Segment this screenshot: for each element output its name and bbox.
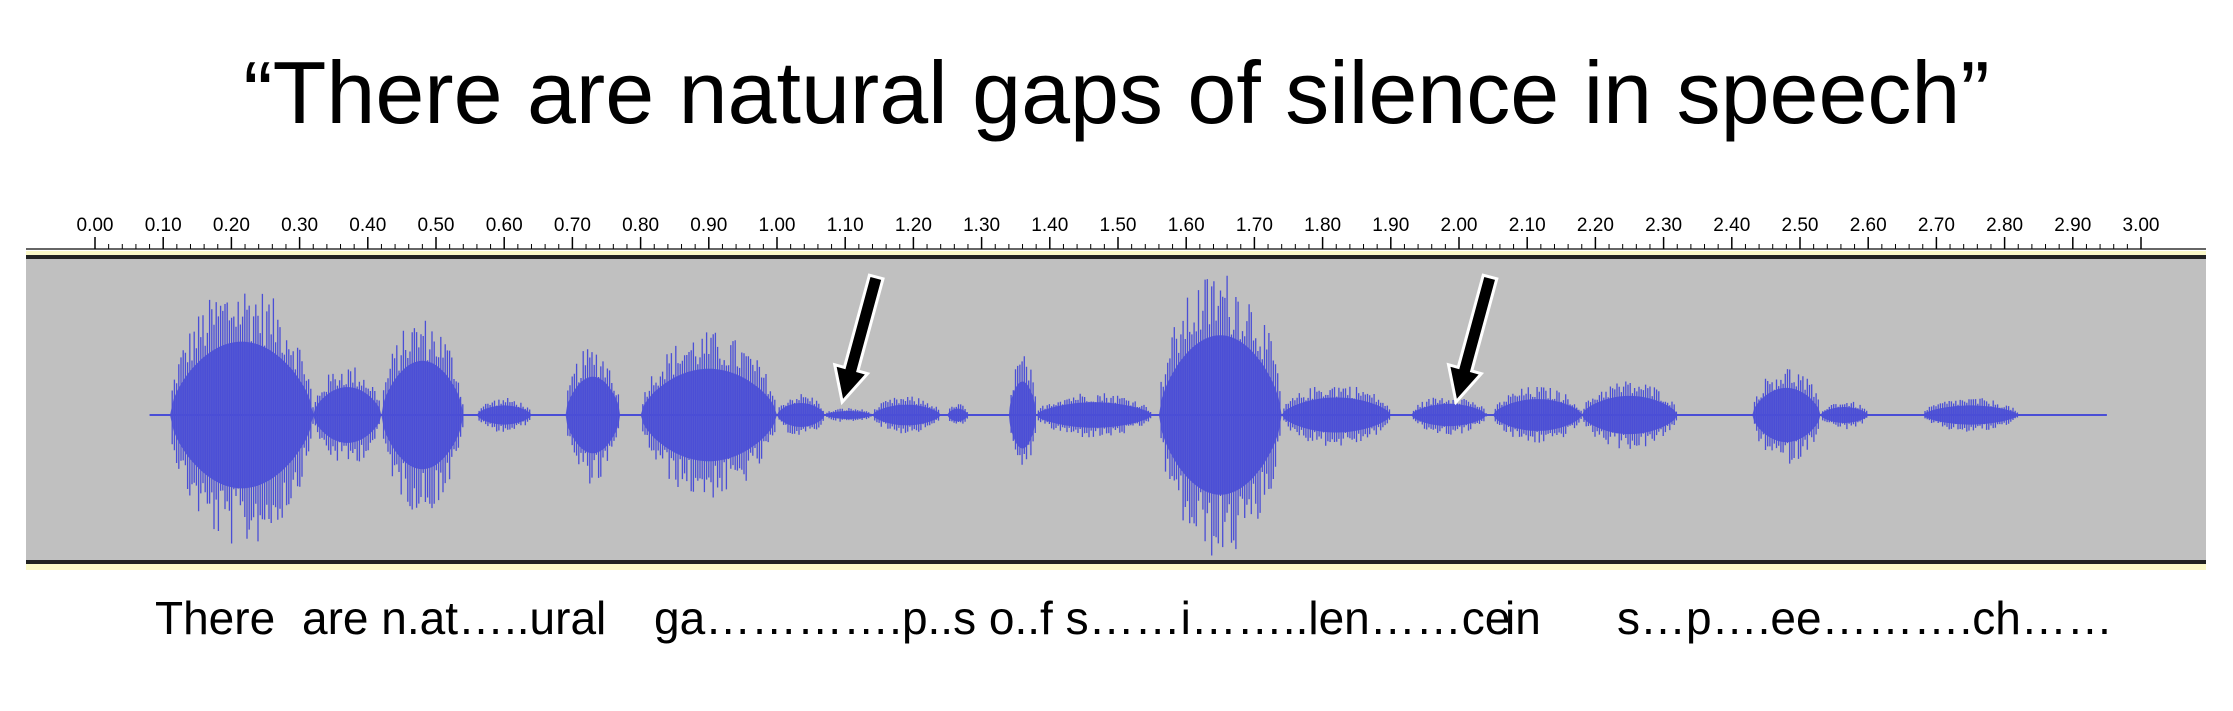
waveform-segment-spikes [1924,398,2019,432]
waveform-segment-spikes [1412,397,1487,435]
ruler-tick-label: 1.50 [1100,215,1137,236]
ruler-tick-label: 1.70 [1236,215,1273,236]
transcript-word-are-natural: are n.at…..ural [302,592,607,644]
ruler-tick-label: 2.40 [1713,215,1750,236]
ruler-tick-label: 2.60 [1850,215,1887,236]
transcript-word-there: There [155,592,276,644]
track-top-highlight [26,251,2206,255]
track-bottom-highlight [26,564,2206,570]
ruler-tick-label: 2.00 [1441,215,1478,236]
waveform-segment-spikes [1010,356,1036,465]
ruler-tick-label: 0.70 [554,215,591,236]
ruler-tick-label: 1.40 [1031,215,1068,236]
ruler-tick-label: 2.20 [1577,215,1614,236]
ruler-tick-label: 0.80 [622,215,659,236]
ruler-tick-label: 2.30 [1645,215,1682,236]
waveform-segment-spikes [1283,386,1391,446]
silence-gap-arrow [832,273,885,406]
waveform-segment-spikes [1160,275,1281,556]
silence-gap-arrow [1446,273,1499,406]
ruler-tick-label: 1.80 [1304,215,1341,236]
waveform-segment-spikes [642,332,776,498]
ruler-tick-label: 1.60 [1168,215,1205,236]
waveform-segment-spikes [826,408,872,422]
ruler-tick-label: 2.90 [2054,215,2091,236]
waveform-segment-spikes [1494,387,1582,443]
track-top-border [26,255,2206,259]
slide-title: “There are natural gaps of silence in sp… [243,43,1990,142]
ruler-tick-label: 1.90 [1372,215,1409,236]
ruler-tick-label: 0.50 [418,215,455,236]
transcript-word-in: in [1505,592,1541,644]
waveform-segment-spikes [1822,401,1868,430]
waveform-segment-spikes [778,394,824,435]
annotation-arrows [832,273,1499,406]
ruler-tick-label: 0.60 [486,215,523,236]
ruler-tick-label: 0.90 [690,215,727,236]
waveform-segment-spikes [478,398,531,432]
audio-timeline-panel: 0.00 0.10 0.20 0.30 0.40 0.50 0.60 0.70 0.80 0.90… [26,205,2206,570]
ruler-tick-label: 0.20 [213,215,250,236]
ruler-tick-label: 1.30 [963,215,1000,236]
ruler-tick-label: 0.30 [281,215,318,236]
ruler-background [26,205,2206,251]
waveform-segment-spikes [1753,369,1819,464]
ruler-tick-label: 1.20 [895,215,932,236]
timeline-svg: 0.00 0.10 0.20 0.30 0.40 0.50 0.60 0.70 0.80 0.90… [26,205,2206,570]
ruler-tick-label: 1.10 [827,215,864,236]
transcript: There are n.at…..ural ga………….p..s o..f s… [0,588,2233,658]
waveform-segment-spikes [382,320,464,510]
ruler-tick-label: 1.00 [759,215,796,236]
waveform-segment-spikes [314,367,380,462]
ruler-tick-label: 2.10 [1509,215,1546,236]
ruler-tick-label: 0.00 [77,215,114,236]
waveform-segment-spikes [1583,381,1678,449]
ruler-tick-label: 2.50 [1782,215,1819,236]
time-ruler[interactable]: 0.00 0.10 0.20 0.30 0.40 0.50 0.60 0.70 0.80 0.90… [26,205,2206,251]
waveform-segment-spikes [949,404,968,424]
ruler-tick-label: 2.80 [1986,215,2023,236]
ruler-tick-label: 0.40 [349,215,386,236]
ruler-tick-label: 3.00 [2123,215,2160,236]
waveform-segment-spikes [567,349,620,484]
waveform-segment-spikes [1037,393,1152,438]
track-bottom-border [26,560,2206,564]
waveform-segment-spikes [874,396,940,434]
audio-track[interactable] [26,251,2206,570]
ruler-tick-label: 0.10 [145,215,182,236]
transcript-word-speech: s…p….ee……….ch…… [1617,592,2113,644]
ruler-tick-label: 2.70 [1918,215,1955,236]
waveform-segment-spikes [171,293,314,544]
transcript-word-gaps-of-silence: ga………….p..s o..f s……i……..len……ce [654,592,1511,644]
